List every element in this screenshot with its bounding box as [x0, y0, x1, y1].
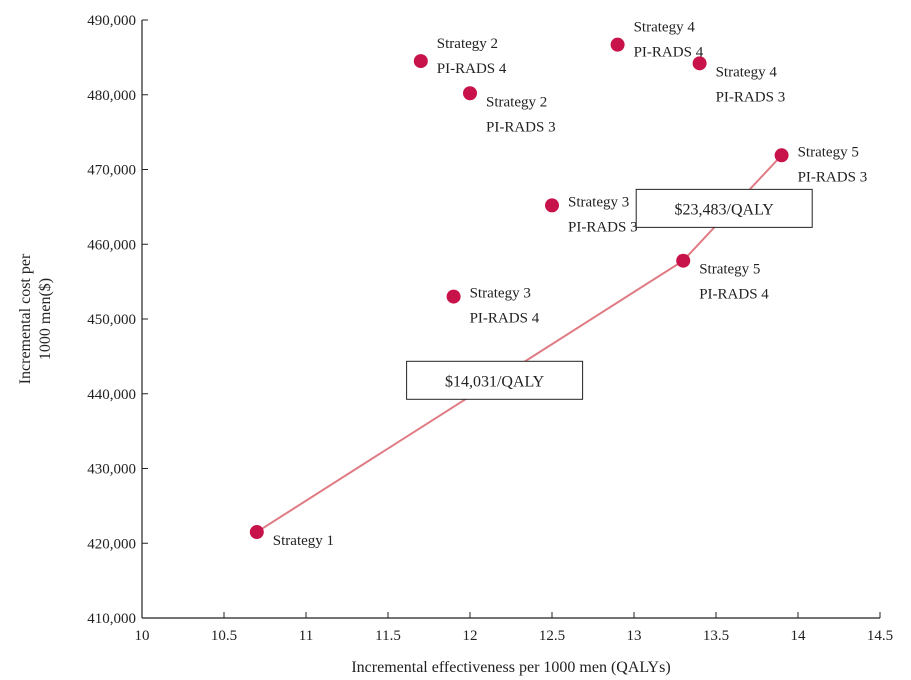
- y-axis-title-line: Incremental cost per: [17, 253, 34, 384]
- point-label-line: PI-RADS 3: [716, 89, 786, 105]
- y-tick-label: 480,000: [87, 88, 136, 104]
- data-point: [463, 86, 477, 101]
- data-point: [676, 253, 691, 268]
- point-label-line: Strategy 3: [568, 194, 629, 210]
- point-label-line: Strategy 1: [273, 533, 334, 549]
- x-tick-label: 10.5: [211, 628, 237, 644]
- icer-box: [635, 188, 813, 228]
- icer-box: [406, 360, 584, 400]
- point-label-line: PI-RADS 3: [486, 119, 556, 135]
- point-label-line: PI-RADS 3: [568, 219, 638, 235]
- point-label: Strategy 2 PI-RADS 3: [486, 94, 556, 135]
- y-axis-title-line: 1000 men($): [37, 278, 54, 360]
- y-tick-label: 410,000: [87, 611, 136, 627]
- point-label-line: PI-RADS 4: [699, 287, 769, 303]
- data-point: [610, 37, 625, 52]
- y-tick-label: 490,000: [87, 13, 136, 29]
- point-label-line: PI-RADS 4: [437, 61, 507, 77]
- x-axis-title: Incremental effectiveness per 1000 men (…: [351, 659, 670, 676]
- y-tick-label: 460,000: [87, 237, 136, 253]
- x-tick-label: 11.5: [375, 628, 401, 644]
- point-label-line: PI-RADS 3: [798, 169, 868, 185]
- data-point: [774, 148, 789, 163]
- data-point: [249, 525, 264, 540]
- icer-label: $23,483/QALY: [675, 201, 775, 218]
- data-point: [413, 54, 428, 69]
- data-point: [692, 56, 707, 71]
- point-label-line: Strategy 4: [716, 64, 778, 80]
- y-axis-title: Incremental cost per 1000 men($): [17, 253, 54, 384]
- point-label: Strategy 3 PI-RADS 4: [470, 286, 540, 327]
- y-tick-label: 430,000: [87, 462, 136, 478]
- y-tick-label: 450,000: [87, 312, 136, 328]
- x-tick-label: 11: [299, 628, 313, 644]
- point-label-line: PI-RADS 4: [470, 311, 540, 327]
- point-label-line: Strategy 5: [699, 262, 760, 278]
- point-label: Strategy 5 PI-RADS 3: [798, 144, 868, 185]
- point-label-line: Strategy 2: [486, 94, 547, 110]
- y-tick-label: 440,000: [87, 387, 136, 403]
- data-point: [545, 198, 559, 213]
- data-point: [446, 289, 461, 304]
- point-label: Strategy 4 PI-RADS 4: [634, 20, 704, 61]
- y-tick-label: 470,000: [87, 163, 136, 179]
- icer-label: $14,031/QALY: [445, 373, 545, 390]
- x-tick-label: 14.5: [867, 628, 893, 644]
- x-tick-label: 12.5: [539, 628, 565, 644]
- point-label-line: PI-RADS 4: [634, 45, 704, 61]
- point-label: Strategy 3 PI-RADS 3: [568, 194, 638, 235]
- point-label-line: Strategy 4: [634, 20, 696, 36]
- x-tick-label: 13.5: [703, 628, 729, 644]
- point-label: Strategy 1: [273, 533, 334, 549]
- x-tick-label: 12: [463, 628, 478, 644]
- x-tick-label: 13: [627, 628, 642, 644]
- point-label-line: Strategy 5: [798, 144, 859, 160]
- point-label: Strategy 2 PI-RADS 4: [437, 36, 507, 77]
- x-tick-label: 10: [135, 628, 150, 644]
- x-tick-label: 14: [791, 628, 807, 644]
- point-label: Strategy 5 PI-RADS 4: [699, 262, 769, 303]
- point-label-line: Strategy 3: [470, 286, 531, 302]
- point-label: Strategy 4 PI-RADS 3: [716, 64, 786, 105]
- y-tick-label: 420,000: [87, 536, 136, 552]
- point-label-line: Strategy 2: [437, 36, 498, 52]
